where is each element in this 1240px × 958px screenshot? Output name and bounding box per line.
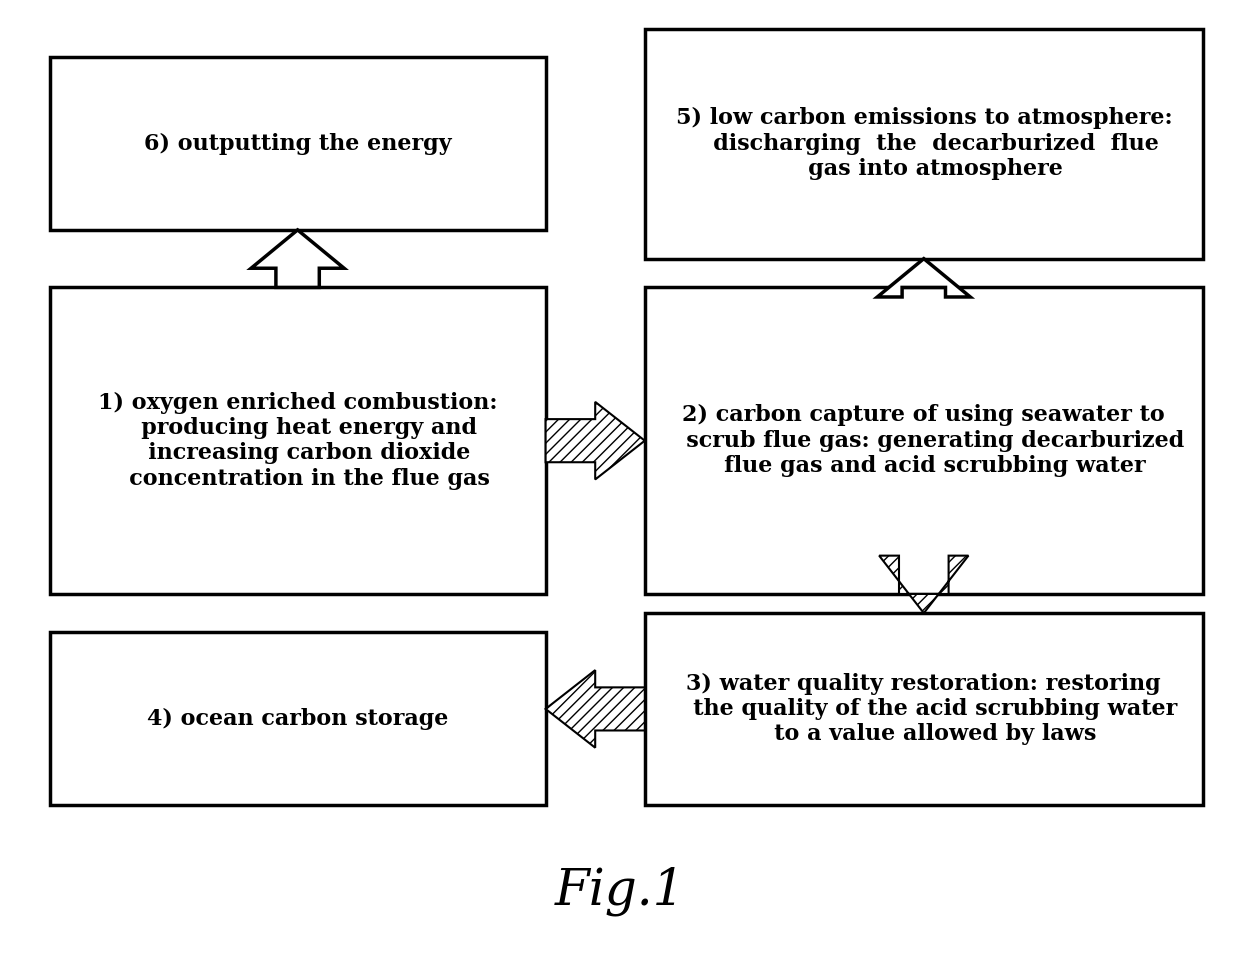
- Text: 5) low carbon emissions to atmosphere:
   discharging  the  decarburized  flue
 : 5) low carbon emissions to atmosphere: d…: [676, 107, 1173, 180]
- Text: 2) carbon capture of using seawater to
   scrub flue gas: generating decarburize: 2) carbon capture of using seawater to s…: [663, 404, 1184, 477]
- Bar: [645, 613, 1203, 805]
- Text: 3) water quality restoration: restoring
   the quality of the acid scrubbing wat: 3) water quality restoration: restoring …: [670, 673, 1178, 745]
- Text: 1) oxygen enriched combustion:
   producing heat energy and
   increasing carbon: 1) oxygen enriched combustion: producing…: [98, 392, 497, 490]
- Bar: [645, 29, 1203, 259]
- Text: 4) ocean carbon storage: 4) ocean carbon storage: [146, 707, 449, 730]
- Bar: [645, 287, 1203, 594]
- Polygon shape: [878, 259, 970, 297]
- Text: Fig.1: Fig.1: [554, 866, 686, 916]
- Polygon shape: [879, 556, 968, 613]
- Polygon shape: [250, 230, 343, 287]
- Bar: [50, 287, 546, 594]
- Text: 6) outputting the energy: 6) outputting the energy: [144, 132, 451, 155]
- Bar: [50, 632, 546, 805]
- Polygon shape: [546, 671, 645, 747]
- Bar: [50, 57, 546, 230]
- Polygon shape: [546, 402, 645, 479]
